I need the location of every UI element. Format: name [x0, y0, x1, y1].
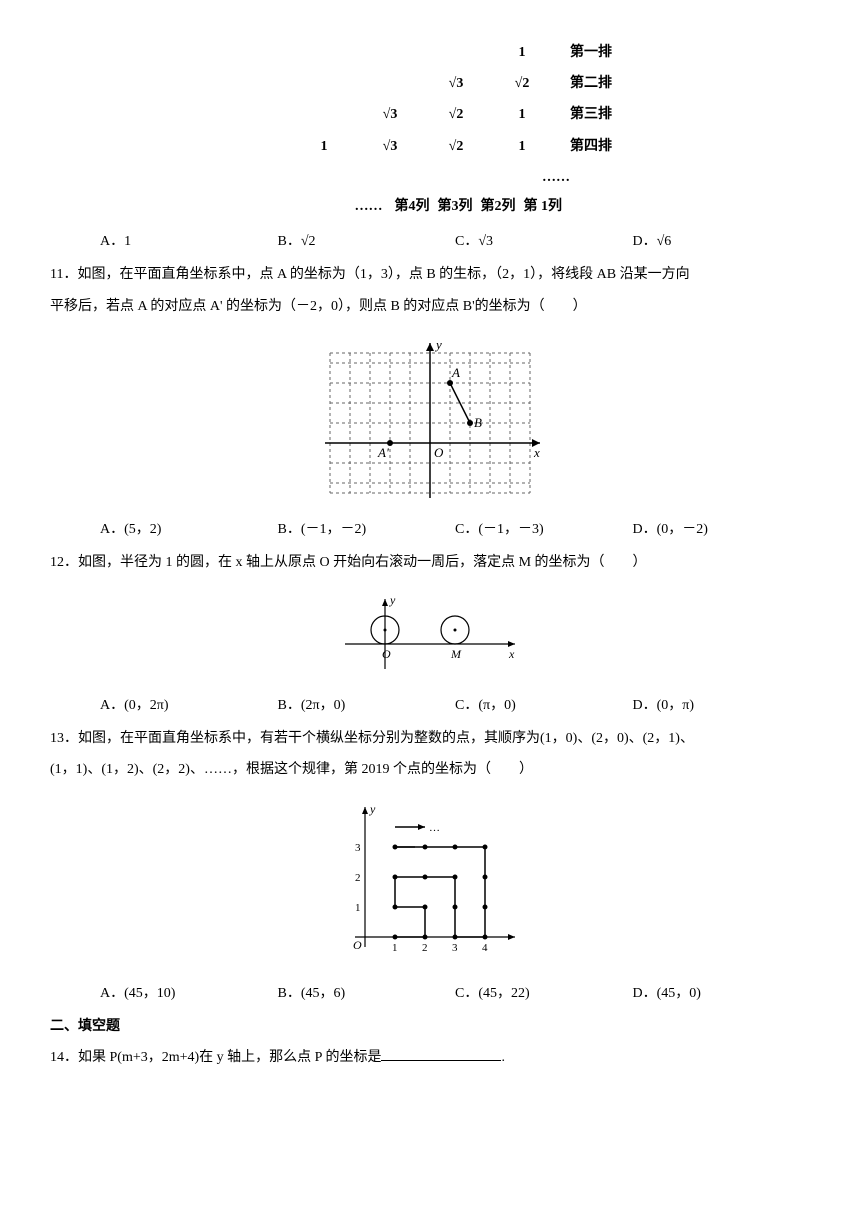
rolling-circle-icon: O M x y — [330, 589, 530, 679]
tri-cell: √3 — [438, 71, 474, 96]
q13-figure: O y 1 2 3 4 1 2 3 … — [50, 797, 810, 967]
q14-after: . — [501, 1050, 505, 1065]
col-label: 第2列 — [481, 194, 516, 219]
tri-cell: 1 — [504, 40, 540, 65]
triangle-dots: …… — [230, 165, 630, 190]
tri-row-label: 第二排 — [570, 71, 630, 96]
tri-cell: √2 — [438, 134, 474, 159]
tri-cell: √3 — [372, 102, 408, 127]
tri-cell: 1 — [504, 134, 540, 159]
label-y: y — [369, 802, 376, 816]
svg-text:2: 2 — [422, 942, 428, 954]
option-c: C．(45，22) — [455, 981, 633, 1006]
q13-text-2: (1，1)、(1，2)、(2，2)、……，根据这个规律，第 2019 个点的坐标… — [50, 757, 810, 782]
label-x: x — [533, 445, 540, 460]
triangle-row-1: 1 第一排 — [230, 40, 630, 65]
svg-text:3: 3 — [355, 842, 361, 854]
option-a: A．1 — [100, 229, 278, 254]
label-y: y — [389, 593, 396, 607]
label-o: O — [382, 647, 391, 661]
tri-row-label: 第四排 — [570, 134, 630, 159]
q11-figure: A B A' O x y — [50, 333, 810, 503]
option-b: B．(－1，－2) — [278, 517, 456, 542]
fill-blank — [381, 1047, 501, 1061]
label-o: O — [434, 445, 444, 460]
svg-text:2: 2 — [355, 872, 361, 884]
col-label: 第3列 — [438, 194, 473, 219]
tri-cell: √2 — [438, 102, 474, 127]
col-label: 第 1列 — [524, 194, 563, 219]
section-2-heading: 二、填空题 — [50, 1014, 810, 1039]
svg-text:1: 1 — [392, 942, 398, 954]
q12-figure: O M x y — [50, 589, 810, 679]
triangle-col-labels: …… 第4列 第3列 第2列 第 1列 — [230, 194, 630, 219]
svg-text:1: 1 — [355, 902, 361, 914]
option-b: B．(2π，0) — [278, 693, 456, 718]
col-label: 第4列 — [395, 194, 430, 219]
cols-prefix: …… — [355, 194, 383, 219]
coordinate-grid-icon: A B A' O x y — [315, 333, 545, 503]
label-a: A — [451, 365, 460, 380]
q11-options: A．(5，2) B．(－1，－2) C．(－1，－3) D．(0，－2) — [100, 517, 810, 542]
q10-options: A．1 B．√2 C．√3 D．√6 — [100, 229, 810, 254]
q13-options: A．(45，10) B．(45，6) C．(45，22) D．(45，0) — [100, 981, 810, 1006]
q12-options: A．(0，2π) B．(2π，0) C．(π，0) D．(0，π) — [100, 693, 810, 718]
svg-text:3: 3 — [452, 942, 458, 954]
option-a: A．(45，10) — [100, 981, 278, 1006]
svg-text:4: 4 — [482, 942, 488, 954]
tri-cell: 1 — [306, 134, 342, 159]
option-b: B．√2 — [278, 229, 456, 254]
option-d: D．√6 — [633, 229, 811, 254]
tri-cell: √3 — [372, 134, 408, 159]
label-b: B — [474, 415, 482, 430]
label-m: M — [450, 647, 462, 661]
q13-text-1: 13．如图，在平面直角坐标系中，有若干个横纵坐标分别为整数的点，其顺序为(1，0… — [50, 726, 810, 751]
label-o: O — [353, 938, 362, 952]
option-b: B．(45，6) — [278, 981, 456, 1006]
svg-text:…: … — [429, 822, 440, 834]
spiral-points-icon: O y 1 2 3 4 1 2 3 … — [330, 797, 530, 967]
triangle-row-4: 1 √3 √2 1 第四排 — [230, 134, 630, 159]
triangle-arrangement: 1 第一排 √3 √2 第二排 √3 √2 1 第三排 1 √3 √2 1 第四… — [230, 40, 630, 219]
tri-row-label: 第三排 — [570, 102, 630, 127]
option-c: C．√3 — [455, 229, 633, 254]
option-d: D．(0，π) — [633, 693, 811, 718]
option-d: D．(45，0) — [633, 981, 811, 1006]
q14-text: 14．如果 P(m+3，2m+4)在 y 轴上，那么点 P 的坐标是. — [50, 1045, 810, 1070]
q11-text-1: 11．如图，在平面直角坐标系中，点 A 的坐标为（1，3），点 B 的生标，（2… — [50, 262, 810, 287]
label-y: y — [434, 337, 442, 352]
option-a: A．(5，2) — [100, 517, 278, 542]
q12-text: 12．如图，半径为 1 的圆，在 x 轴上从原点 O 开始向右滚动一周后，落定点… — [50, 550, 810, 575]
q14-before: 14．如果 P(m+3，2m+4)在 y 轴上，那么点 P 的坐标是 — [50, 1050, 381, 1065]
option-c: C．(π，0) — [455, 693, 633, 718]
label-x: x — [508, 647, 515, 661]
option-d: D．(0，－2) — [633, 517, 811, 542]
triangle-row-3: √3 √2 1 第三排 — [230, 102, 630, 127]
triangle-row-2: √3 √2 第二排 — [230, 71, 630, 96]
tri-cell: √2 — [504, 71, 540, 96]
q11-text-2: 平移后，若点 A 的对应点 A' 的坐标为（－2，0），则点 B 的对应点 B'… — [50, 294, 810, 319]
label-aprime: A' — [377, 445, 389, 460]
tri-row-label: 第一排 — [570, 40, 630, 65]
tri-cell: 1 — [504, 102, 540, 127]
option-a: A．(0，2π) — [100, 693, 278, 718]
option-c: C．(－1，－3) — [455, 517, 633, 542]
